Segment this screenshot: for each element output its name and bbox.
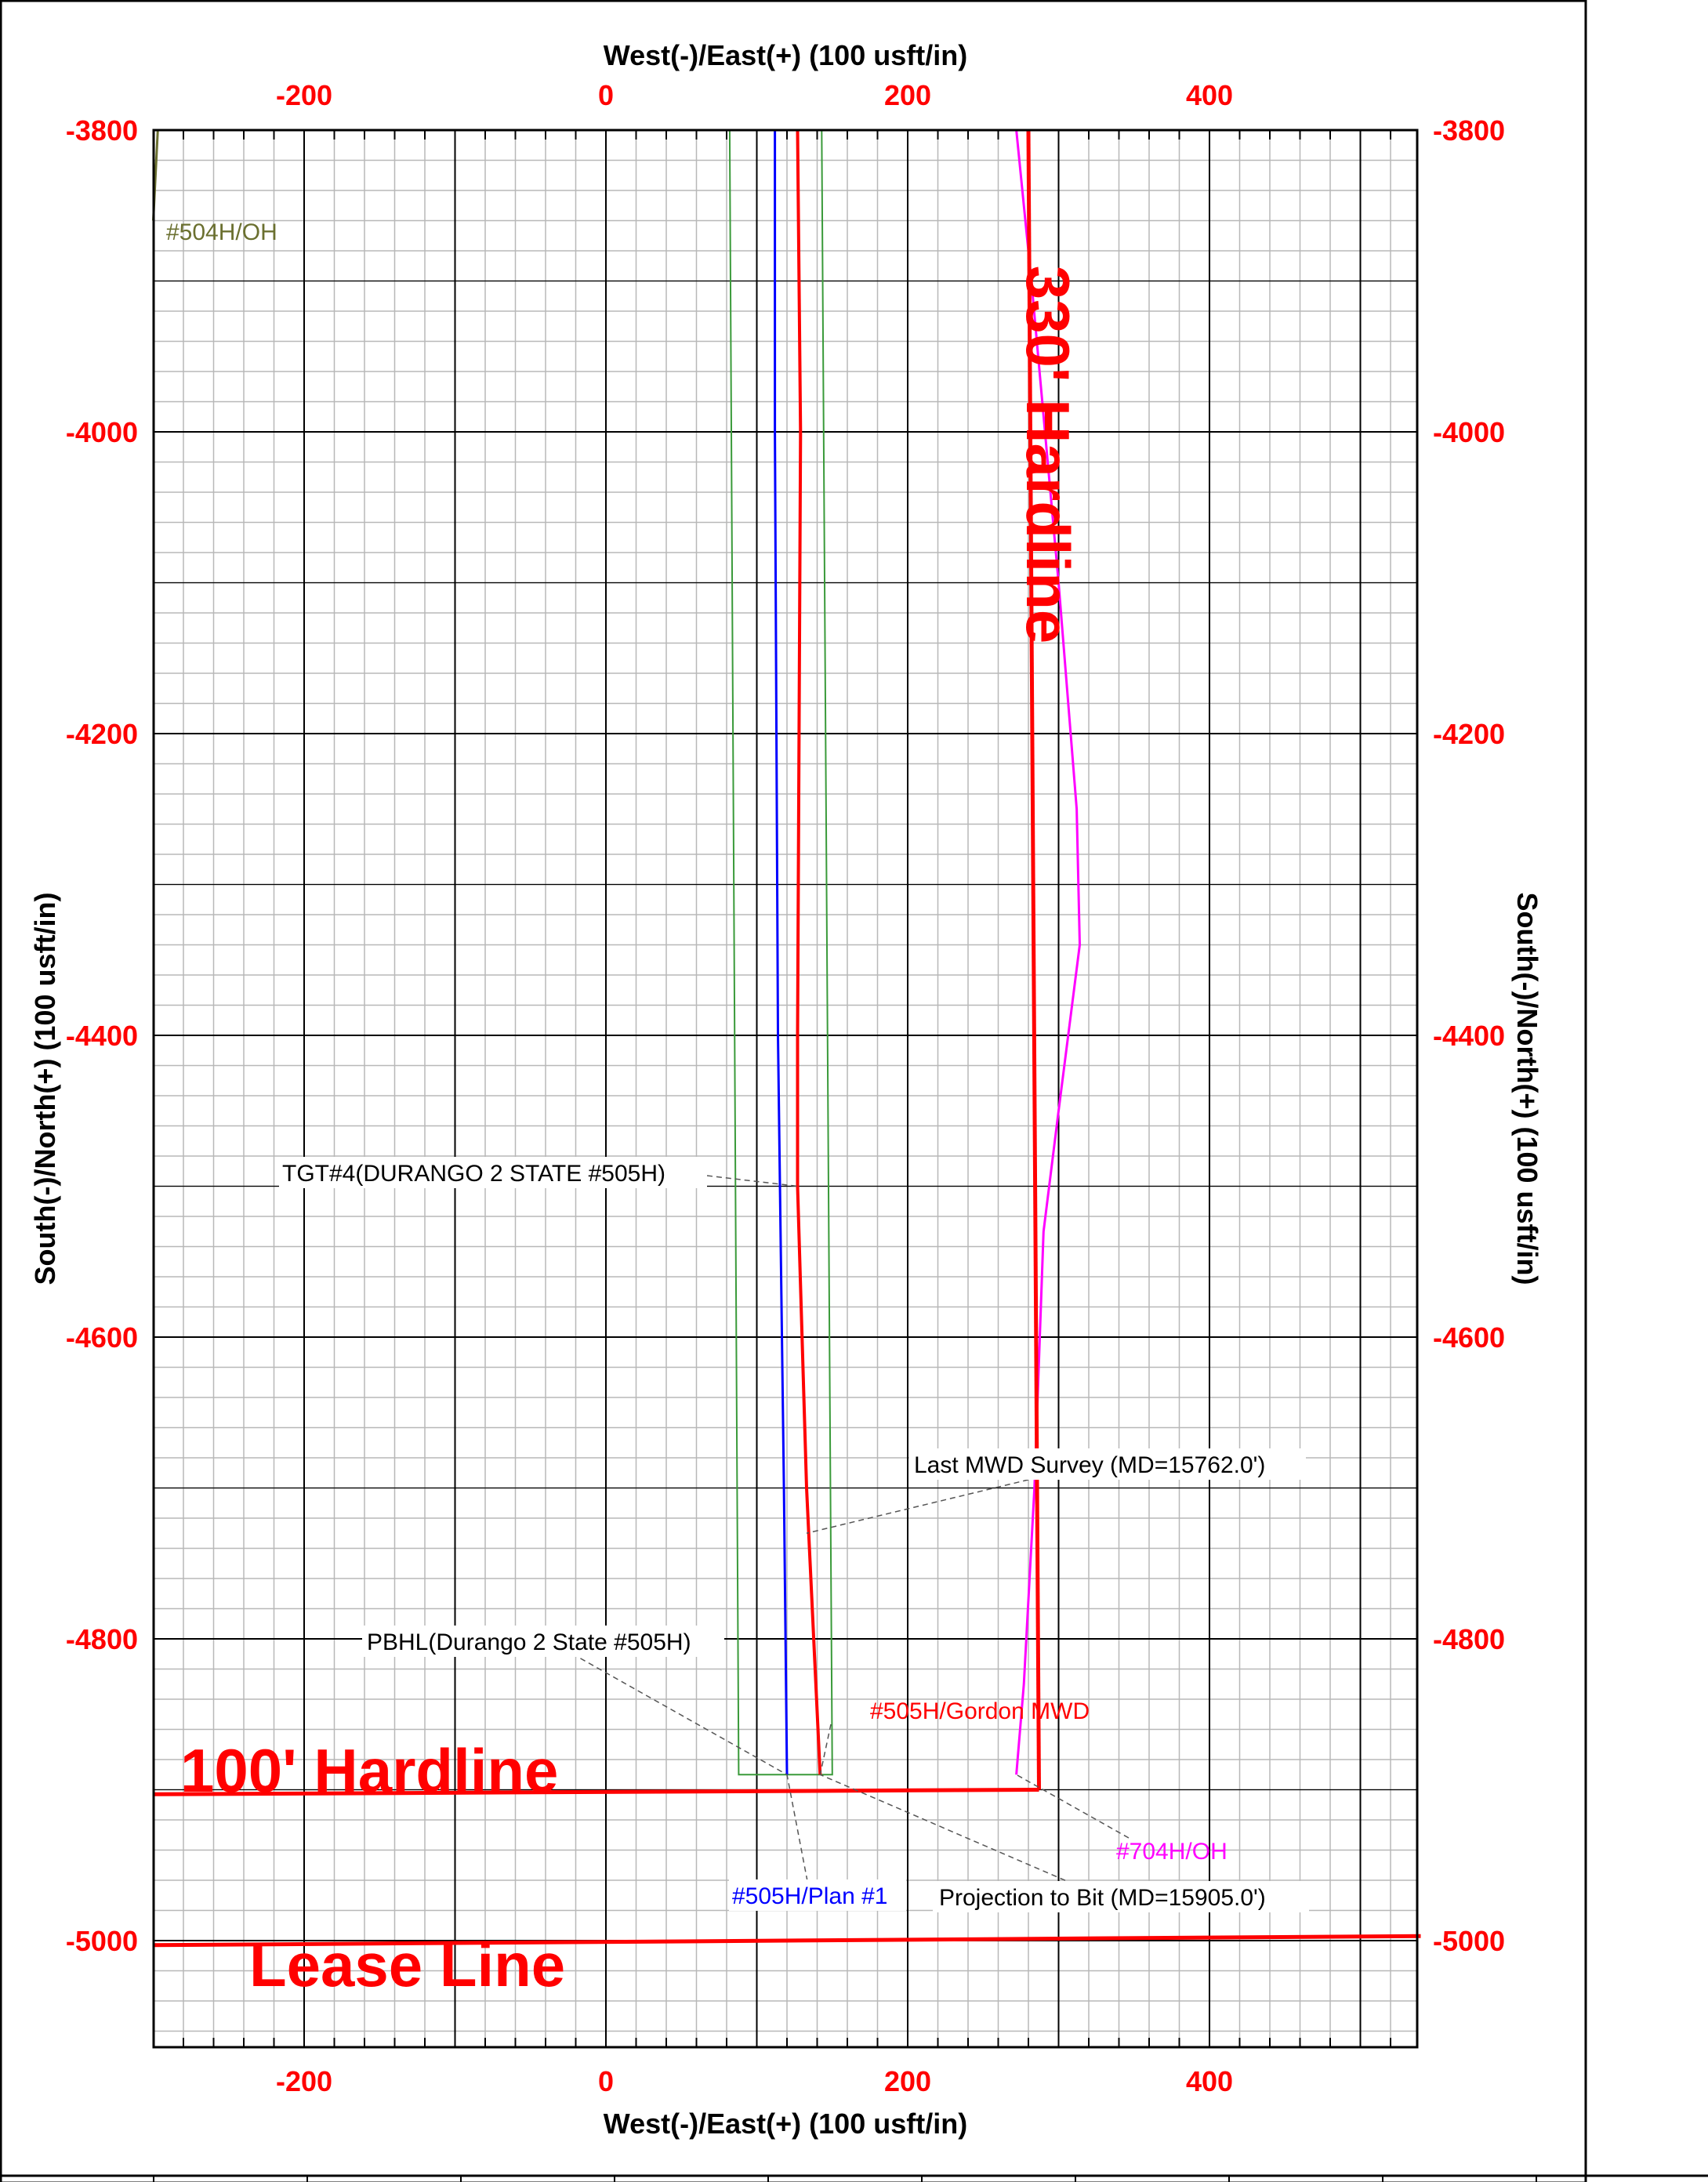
label-last-mwd: Last MWD Survey (MD=15762.0') [914,1452,1265,1478]
hardline-layer [153,129,1421,1948]
page-border [0,0,1587,2182]
leader-line-2 [806,1479,1029,1534]
y-axis-title-right: South(-)/North(+) (100 usft/in) [1511,893,1543,1285]
label-bg-pbhl [362,1626,724,1657]
bottom-table-strip [0,2174,1708,2182]
x-tick-label-bottom: 0 [598,2065,614,2097]
y-tick-label-left: -4600 [66,1321,138,1354]
grid-major [154,129,1417,2047]
label-505h-plan: #505H/Plan #1 [732,1883,888,1909]
label-505h-gordon: #505H/Gordon MWD [870,1698,1090,1724]
label-tgt4: TGT#4(DURANGO 2 STATE #505H) [282,1161,665,1187]
series-layer [152,129,1082,1775]
hardline-330-label: 330' Hardline [1014,266,1082,643]
series-line-2 [1015,129,1082,1775]
leader-line-3 [571,1653,788,1775]
hardline-100-label: 100' Hardline [180,1736,558,1805]
series-line-1 [796,129,822,1775]
label-704h-oh: #704H/OH [1116,1839,1228,1865]
y-tick-label-right: -4600 [1433,1321,1505,1354]
y-tick-label-left: -3800 [66,114,138,147]
leader-layer [571,1175,1130,1885]
y-tick-label-right: -4000 [1433,416,1505,448]
hardline-0 [1026,129,1041,1790]
leader-line-1 [706,1175,798,1187]
label-bg-tgt [279,1157,707,1188]
y-tick-label-right: -4200 [1433,718,1505,750]
y-tick-label-right: -4800 [1433,1623,1505,1655]
leader-line-4 [819,1723,832,1775]
label-pbhl: PBHL(Durango 2 State #505H) [367,1629,691,1655]
x-tick-label-top: 400 [1186,79,1233,111]
x-tick-label-top: 200 [884,79,931,111]
label-bg-projection [933,1881,1309,1912]
label-bg-last-mwd [909,1448,1306,1480]
y-tick-label-left: -4200 [66,718,138,750]
y-tick-label-right: -5000 [1433,1925,1505,1957]
axis-ticks [183,130,1391,2047]
series-line-0 [774,130,789,1775]
y-tick-label-right: -3800 [1433,114,1505,147]
hardline-2 [153,1934,1421,1948]
x-tick-label-bottom: 200 [884,2065,931,2097]
lease-line-label: Lease Line [249,1930,565,1999]
tick-labels: -200 -200 0 0 200 200 400 400 -3800 -3800 -4000 -40… [66,79,1505,2097]
leader-line-7 [820,1774,1075,1885]
label-504h-oh: #504H/OH [166,219,277,245]
hardline-1 [153,1788,1039,1796]
leader-line-5 [1016,1774,1130,1839]
y-tick-label-left: -4000 [66,416,138,448]
label-projection: Projection to Bit (MD=15905.0') [939,1885,1266,1911]
y-tick-label-left: -4400 [66,1020,138,1052]
x-tick-label-top: -200 [276,79,332,111]
x-axis-title-top: West(-)/East(+) (100 usft/in) [604,39,967,71]
plot-area [152,129,1419,2049]
x-tick-label-bottom: -200 [276,2065,332,2097]
y-tick-label-left: -4800 [66,1623,138,1655]
x-axis-title-bottom: West(-)/East(+) (100 usft/in) [604,2108,967,2140]
x-tick-label-bottom: 400 [1186,2065,1233,2097]
label-bg-plan [729,1879,906,1911]
x-tick-label-top: 0 [598,79,614,111]
y-axis-title-left: South(-)/North(+) (100 usft/in) [29,893,61,1285]
y-tick-label-left: -5000 [66,1925,138,1957]
y-tick-label-right: -4400 [1433,1020,1505,1052]
